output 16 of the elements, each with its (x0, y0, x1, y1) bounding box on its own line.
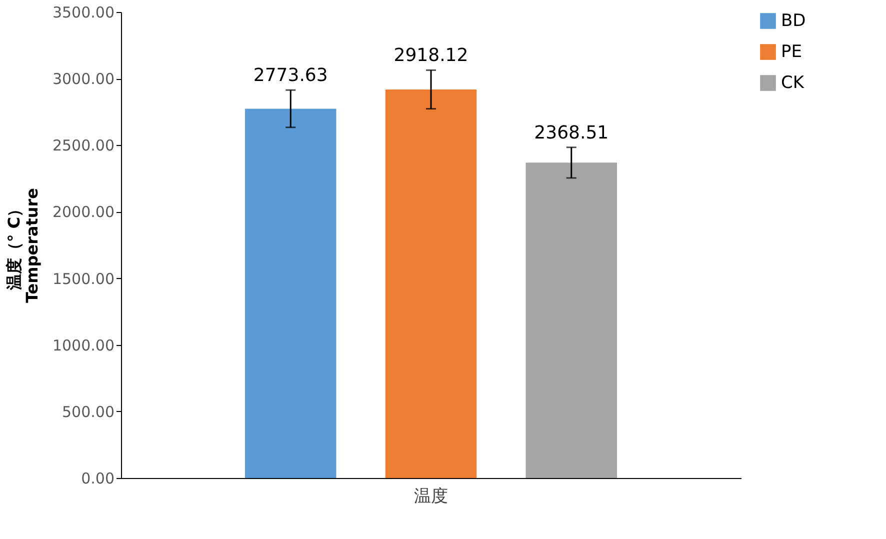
y-tick-label: 3000.00 (52, 70, 114, 88)
y-axis-title: 温度（° C） Temperature (4, 188, 42, 304)
x-tick-label: 温度 (414, 486, 448, 506)
y-tick-label: 500.00 (62, 402, 114, 421)
y-tick-label: 0.00 (81, 470, 114, 488)
legend-label: CK (781, 73, 805, 93)
data-label: 2918.12 (394, 45, 468, 66)
y-tick-label: 1000.00 (52, 336, 114, 354)
data-label: 2368.51 (534, 122, 609, 144)
y-tick-label: 2500.00 (52, 136, 114, 155)
y-tick-label: 2000.00 (52, 203, 114, 222)
legend-label: BD (781, 11, 806, 31)
y-tick-label: 3500.00 (52, 4, 114, 22)
data-label: 2773.63 (253, 65, 328, 86)
legend-label: PE (781, 42, 802, 62)
y-tick-label: 1500.00 (52, 270, 114, 288)
